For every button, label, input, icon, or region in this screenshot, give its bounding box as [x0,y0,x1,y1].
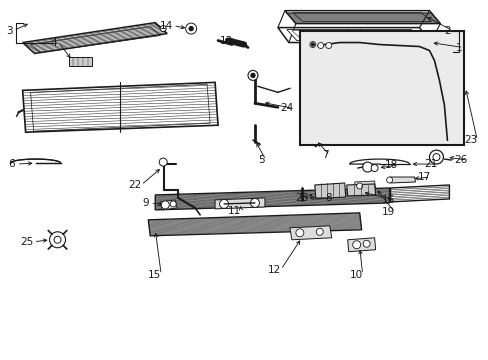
Circle shape [247,71,258,80]
Circle shape [250,198,259,207]
Circle shape [170,201,176,207]
Polygon shape [354,181,375,191]
Polygon shape [289,226,331,240]
Polygon shape [155,188,389,210]
Text: 7: 7 [321,150,328,160]
Text: 13: 13 [220,36,233,46]
Text: 10: 10 [349,270,362,280]
Circle shape [362,162,372,172]
FancyBboxPatch shape [299,31,464,145]
Circle shape [325,42,331,49]
Circle shape [352,241,360,249]
Circle shape [161,201,169,209]
Circle shape [363,240,369,247]
Circle shape [386,177,392,183]
Text: 4: 4 [50,37,57,48]
Polygon shape [346,184,375,196]
Text: 3: 3 [6,26,12,36]
Circle shape [317,42,323,49]
Text: 18: 18 [384,160,397,170]
Polygon shape [22,23,167,54]
Polygon shape [22,82,218,132]
Circle shape [428,150,443,164]
Circle shape [316,228,323,235]
Circle shape [54,236,61,243]
Circle shape [159,158,167,166]
Polygon shape [389,177,415,183]
Text: 15: 15 [148,270,161,280]
Polygon shape [160,200,177,210]
Circle shape [49,232,65,248]
Circle shape [432,154,439,161]
Text: 8: 8 [324,193,331,203]
Text: 11: 11 [227,206,241,216]
Text: 22: 22 [128,180,142,190]
Circle shape [295,229,303,237]
Circle shape [160,26,166,32]
Text: 20: 20 [294,193,307,203]
Circle shape [185,23,196,34]
Polygon shape [286,30,421,41]
Polygon shape [68,58,92,67]
Polygon shape [215,198,264,209]
Text: 12: 12 [267,265,281,275]
Circle shape [356,183,362,189]
Text: 5: 5 [258,155,264,165]
Polygon shape [277,28,429,42]
Polygon shape [314,183,345,199]
Text: 6: 6 [9,159,15,169]
Polygon shape [347,238,375,252]
Text: 1: 1 [454,42,461,53]
Polygon shape [349,159,408,164]
Circle shape [370,165,377,171]
Text: 24: 24 [279,103,292,113]
Text: 26: 26 [453,155,467,165]
Circle shape [250,73,254,77]
Text: 23: 23 [464,135,477,145]
Polygon shape [11,159,61,163]
Circle shape [189,27,193,31]
Text: 16: 16 [381,195,394,205]
Text: 14: 14 [160,21,173,31]
Polygon shape [285,11,440,24]
Text: 25: 25 [20,237,34,247]
Text: 2: 2 [444,26,450,36]
Text: 19: 19 [381,207,394,217]
Polygon shape [390,185,448,202]
Text: 9: 9 [142,198,149,208]
Polygon shape [148,213,361,236]
Text: 21: 21 [424,159,437,169]
Circle shape [219,199,228,208]
Circle shape [309,41,315,48]
Circle shape [311,43,314,46]
Text: 17: 17 [417,172,430,182]
